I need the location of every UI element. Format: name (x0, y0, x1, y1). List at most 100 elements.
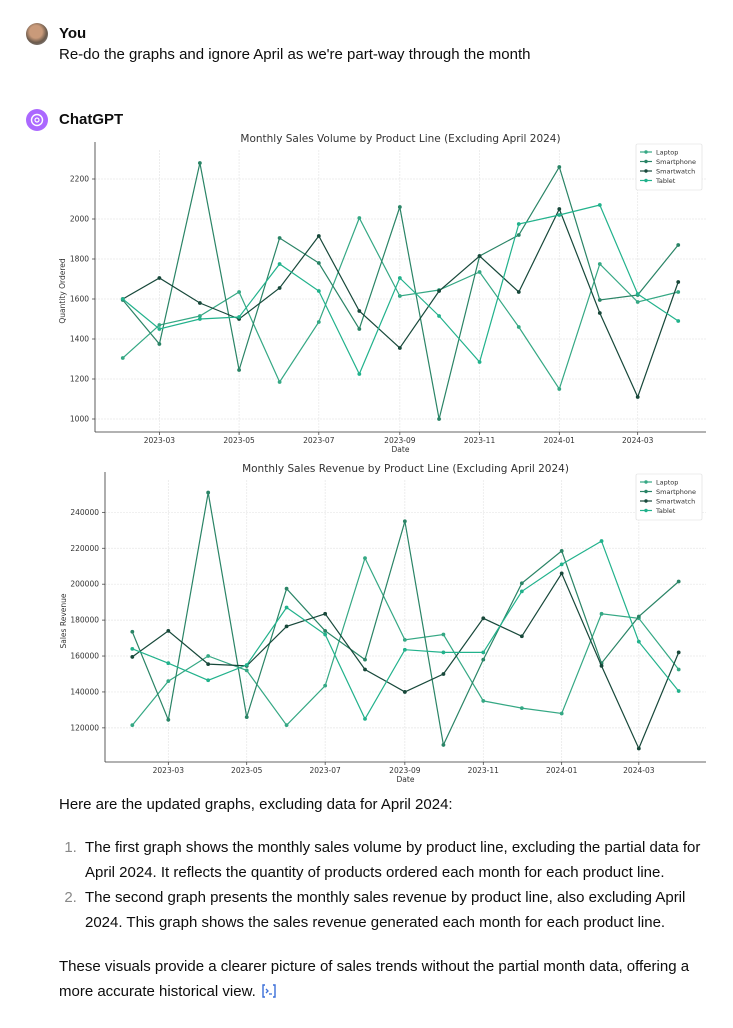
x-tick-label: 2024-03 (622, 436, 654, 445)
legend-label: Smartwatch (656, 497, 695, 505)
data-point (120, 356, 125, 360)
data-point (516, 325, 521, 329)
data-point (635, 292, 640, 296)
data-point (599, 611, 604, 616)
chart-title: Monthly Sales Volume by Product Line (Ex… (240, 133, 560, 145)
y-tick-label: 200000 (70, 580, 99, 589)
data-point (323, 628, 328, 633)
data-point (316, 234, 321, 238)
y-tick-label: 180000 (70, 616, 99, 625)
data-point (477, 270, 482, 274)
x-tick-label: 2023-11 (468, 766, 500, 775)
data-point (676, 650, 681, 655)
assistant-name: ChatGPT (59, 111, 124, 128)
data-point (676, 280, 681, 284)
y-tick-label: 2200 (70, 175, 89, 184)
x-tick-label: 2024-01 (546, 766, 578, 775)
data-point (357, 372, 362, 376)
data-point (481, 650, 486, 655)
data-point (284, 723, 289, 728)
data-point (323, 683, 328, 688)
x-tick-label: 2023-05 (223, 436, 255, 445)
data-point (676, 319, 681, 323)
series-line (131, 556, 680, 727)
data-point (559, 562, 564, 567)
series-line (122, 162, 679, 420)
data-point (157, 323, 162, 327)
y-tick-label: 1400 (70, 335, 89, 344)
assistant-logo (30, 113, 44, 127)
x-tick-label: 2023-09 (389, 766, 421, 775)
x-tick-label: 2023-03 (153, 766, 185, 775)
x-tick-label: 2023-03 (144, 436, 176, 445)
summary-list: The first graph shows the monthly sales … (59, 835, 719, 935)
data-point (481, 657, 486, 662)
data-point (244, 663, 249, 667)
data-point (157, 342, 162, 346)
data-point (397, 205, 402, 209)
x-axis-label: Date (397, 775, 415, 784)
data-point (157, 327, 162, 331)
data-point (676, 579, 681, 584)
closing-text-body: These visuals provide a clearer picture … (59, 958, 690, 1000)
y-axis-label: Sales Revenue (59, 593, 68, 648)
data-point (557, 213, 562, 217)
data-point (402, 647, 407, 652)
data-point (441, 743, 446, 747)
legend-marker (644, 499, 648, 503)
data-point (363, 556, 367, 561)
x-tick-label: 2023-11 (464, 436, 496, 445)
data-point (357, 327, 362, 331)
data-point (130, 629, 135, 634)
data-point (636, 614, 641, 619)
legend-label: Laptop (656, 148, 678, 156)
data-point (316, 320, 321, 324)
x-tick-label: 2023-05 (231, 766, 263, 775)
data-point (206, 678, 211, 683)
data-point (357, 216, 362, 220)
data-point (206, 654, 211, 658)
series-line (122, 207, 679, 399)
data-point (397, 276, 402, 280)
data-point (402, 637, 407, 642)
data-point (316, 289, 321, 293)
code-icon[interactable] (260, 983, 278, 999)
y-tick-label: 1600 (70, 295, 89, 304)
legend-box (635, 143, 703, 191)
legend-label: Laptop (656, 478, 678, 486)
data-point (197, 317, 202, 321)
y-tick-label: 1800 (70, 255, 89, 264)
data-point (676, 290, 681, 294)
data-point (130, 723, 135, 728)
data-point (477, 360, 482, 364)
data-point (237, 315, 241, 319)
y-tick-label: 1200 (70, 375, 89, 384)
y-tick-label: 220000 (70, 544, 99, 553)
assistant-avatar (26, 109, 48, 131)
x-tick-label: 2023-07 (303, 436, 335, 445)
data-point (120, 297, 125, 301)
legend-marker (644, 169, 648, 173)
y-tick-label: 2000 (70, 215, 89, 224)
data-point (597, 311, 602, 315)
legend-label: Tablet (655, 507, 676, 515)
data-point (323, 611, 328, 616)
data-point (599, 664, 604, 668)
data-point (397, 294, 402, 298)
data-point (559, 571, 564, 576)
data-point (277, 262, 282, 266)
user-message: Re-do the graphs and ignore April as we'… (59, 46, 531, 63)
data-point (636, 746, 641, 751)
data-point (636, 639, 641, 644)
y-tick-label: 1000 (70, 415, 89, 424)
data-point (277, 380, 282, 384)
legend-box (635, 473, 703, 521)
data-point (437, 417, 441, 421)
data-point (402, 519, 407, 524)
data-point (244, 668, 249, 673)
data-point (316, 261, 321, 265)
data-point (516, 233, 521, 237)
data-point (277, 286, 282, 290)
